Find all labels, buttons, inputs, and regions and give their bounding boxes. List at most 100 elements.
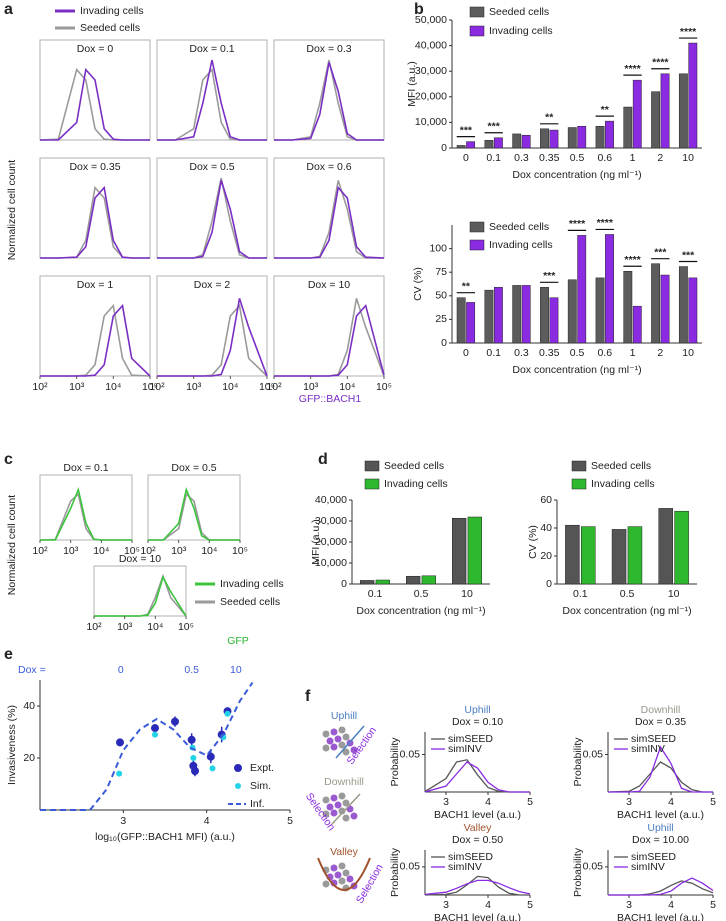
legend-label: Expt. [250,762,274,774]
y-axis-label: CV (%) [412,267,424,301]
significance-label: ** [601,104,610,116]
data-point [171,717,179,726]
y-tick-label: 10,000 [315,557,347,569]
subplot-title: Dox = 0.1 [63,462,108,474]
legend-label: Invading cells [489,25,553,37]
legend-label: Seeded cells [591,460,651,472]
bar [688,42,698,149]
x-tick-label: 10³ [186,381,202,393]
panel-letter: d [318,451,328,468]
legend-label: Invading cells [591,478,655,490]
x-axis-label: BACH1 level (a.u.) [434,912,521,921]
cell-icon [330,864,338,872]
y-tick-label: 40 [23,700,35,712]
significance-label: *** [682,249,695,261]
bar [521,285,531,344]
subplot-title: Uphill [647,822,673,834]
bar [611,529,627,585]
x-tick-label: 2 [657,347,663,359]
bar [577,235,587,344]
y-tick-label: 20 [23,752,35,764]
cell-icon [342,814,350,822]
cell-icon [322,880,330,888]
bar [688,277,698,344]
bar [467,516,482,585]
plot-frame [273,275,385,377]
x-tick-label: 4 [485,796,491,808]
x-tick-label: 10 [668,588,680,600]
distribution-line [424,761,530,793]
x-axis-label: BACH1 level (a.u.) [617,912,704,921]
x-tick-label: 10 [461,588,473,600]
y-tick-label: 0 [441,337,447,349]
y-tick-label: 40 [540,522,552,534]
x-axis-label: Dox concentration (ng ml⁻¹) [512,169,641,181]
x-tick-label: 0 [463,152,469,164]
bar [632,305,642,344]
bar [540,287,549,344]
x-axis-label: Dox concentration (ng ml⁻¹) [512,364,641,376]
y-tick-label: 30,000 [315,515,347,527]
x-axis-label: log₁₀(GFP::BACH1 MFI) (a.u.) [95,831,235,843]
x-tick-label: 0.1 [486,152,501,164]
subplot-subtitle: Dox = 10.00 [632,834,689,846]
x-tick-label: 10³ [117,621,133,633]
x-tick-label: 5 [710,796,716,808]
cell-icon [350,812,358,820]
cell-icon [322,730,330,738]
x-tick-label: 10³ [303,381,319,393]
x-tick-label: 10 [682,152,694,164]
legend-label: simSEED [631,851,676,863]
x-tick-label: 10⁵ [259,381,275,393]
cell-icon [330,743,338,751]
x-tick-label: 10² [32,381,48,393]
y-tick-label: 100 [429,242,447,254]
y-tick-label: 0 [341,578,347,590]
x-tick-label: 5 [527,899,533,911]
legend-swatch [234,764,242,772]
density-curve [40,486,132,541]
arrow [331,793,361,825]
subplot-title: Dox = 2 [194,279,231,291]
y-tick-label: 20,000 [315,536,347,548]
legend-swatch [235,783,241,789]
bar [549,129,559,149]
x-tick-label: 10⁵ [178,621,194,633]
legend-label: simINV [448,861,482,873]
distribution-line [608,745,713,793]
y-tick-label: 0 [441,142,447,154]
y-axis-label: Probability [572,737,584,787]
cell-icon [342,733,350,741]
panel-letter: b [414,1,424,18]
x-axis-label: BACH1 level (a.u.) [617,809,704,821]
x-tick-label: 0.35 [539,347,560,359]
density-curve [39,492,132,541]
x-tick-label: 4 [668,899,674,911]
y-axis-label: CV (%) [527,525,539,559]
plot-frame [39,39,151,141]
subplot-title: Dox = 0.35 [69,161,120,173]
data-point [209,765,216,772]
x-tick-label: 0.35 [539,152,560,164]
subplot-subtitle: Dox = 0.10 [452,716,503,728]
data-point [152,731,158,738]
bar [660,274,670,344]
y-tick-label: 0.05 [583,748,604,760]
bar [456,297,466,344]
x-tick-label: 10² [32,545,48,557]
top-tick-label: 10 [230,664,242,676]
cell-icon [330,794,338,802]
density-curve [40,303,151,377]
cell-icon [322,796,330,804]
y-tick-label: 40,000 [315,494,347,506]
arrow [335,725,365,759]
significance-label: **** [597,217,614,229]
density-curve [148,486,240,541]
legend-label: Invading cells [489,239,553,251]
data-point [224,710,231,717]
legend-label: Invading cells [384,478,448,490]
arrow-label: Selection [354,862,386,906]
plot-frame [147,474,241,541]
y-axis-label: Normalized cell count [6,495,18,595]
